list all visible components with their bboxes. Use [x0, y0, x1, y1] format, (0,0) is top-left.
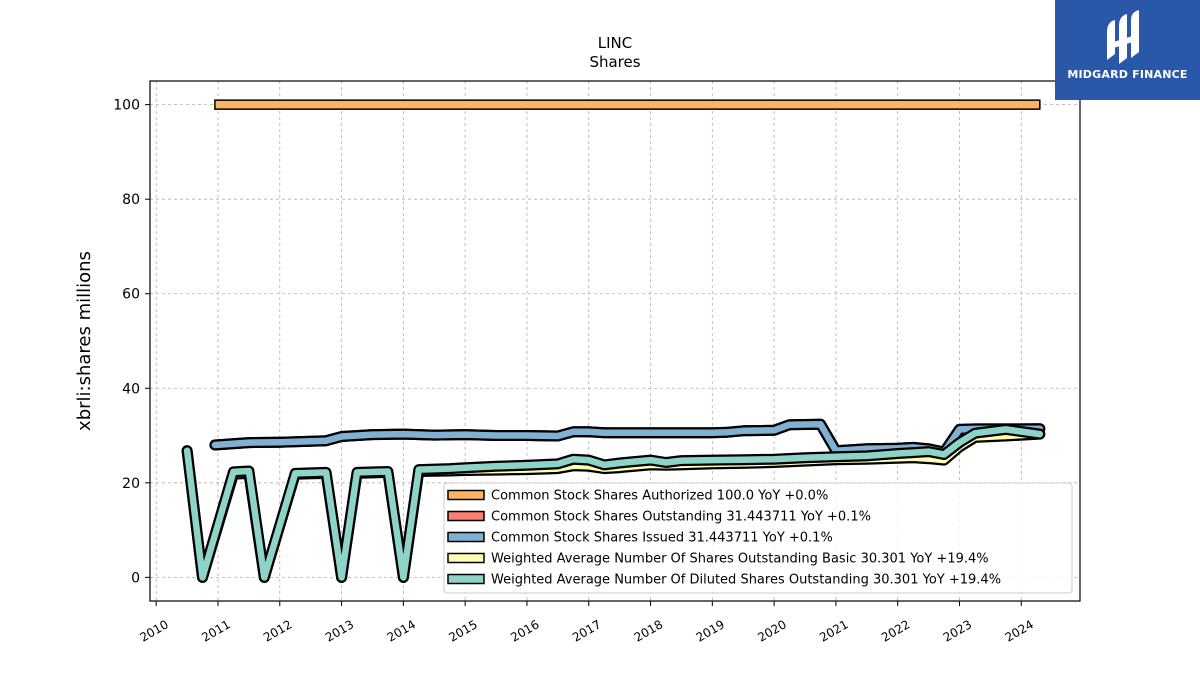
- legend-entry: Weighted Average Number Of Diluted Share…: [491, 573, 1001, 588]
- legend-swatch: [447, 573, 485, 585]
- x-tick-label: 2020: [755, 617, 788, 644]
- series-weighted-average-number-of-diluted-shares-outstanding: [181, 423, 1046, 583]
- x-tick-label: 2019: [694, 617, 727, 644]
- logo-mark-icon: [1107, 10, 1139, 64]
- x-tick-label: 2013: [323, 617, 356, 644]
- x-tick-label: 2024: [1003, 617, 1036, 644]
- y-tick-label: 0: [131, 570, 140, 586]
- series-common-stock-shares-authorized: [214, 99, 1041, 110]
- legend-swatch: [447, 510, 485, 522]
- legend-entry: Common Stock Shares Authorized 100.0 YoY…: [491, 489, 828, 504]
- x-tick-label: 2017: [570, 617, 603, 644]
- y-tick-label: 80: [122, 192, 140, 208]
- series-line: [183, 426, 1044, 581]
- legend-swatch: [447, 531, 485, 543]
- x-tick-label: 2016: [508, 617, 541, 644]
- legend: Common Stock Shares Authorized 100.0 YoY…: [443, 482, 1073, 594]
- x-tick-label: 2022: [879, 617, 912, 644]
- y-tick-label: 100: [113, 98, 140, 114]
- legend-entry: Weighted Average Number Of Shares Outsta…: [491, 552, 989, 567]
- plot-frame: [149, 80, 1081, 602]
- y-tick-label: 40: [122, 381, 140, 397]
- x-tick-label: 2010: [137, 617, 170, 644]
- y-axis-label: xbrli:shares millions: [74, 251, 95, 431]
- x-tick-label: 2015: [446, 617, 479, 644]
- x-tick-label: 2018: [632, 617, 665, 644]
- x-tick-label: 2012: [261, 617, 294, 644]
- x-tick-label: 2021: [817, 617, 850, 644]
- chart-title: LINC: [598, 34, 632, 52]
- chart-subtitle: Shares: [589, 53, 640, 71]
- x-tick-label: 2014: [385, 617, 418, 644]
- y-tick-label: 20: [122, 476, 140, 492]
- legend-entry: Common Stock Shares Outstanding 31.44371…: [491, 510, 871, 525]
- legend-swatch: [447, 489, 485, 501]
- brand-name: MIDGARD FINANCE: [1067, 68, 1188, 81]
- series-band: [214, 99, 1041, 110]
- legend-box: [443, 482, 1073, 594]
- legend-swatch: [447, 552, 485, 564]
- midgard-finance-logo: MIDGARD FINANCE: [1055, 0, 1200, 100]
- series-layer: [181, 99, 1046, 583]
- legend-entry: Common Stock Shares Issued 31.443711 YoY…: [491, 531, 833, 546]
- x-tick-label: 2023: [941, 617, 974, 644]
- y-tick-label: 60: [122, 287, 140, 303]
- x-tick-label: 2011: [199, 617, 232, 644]
